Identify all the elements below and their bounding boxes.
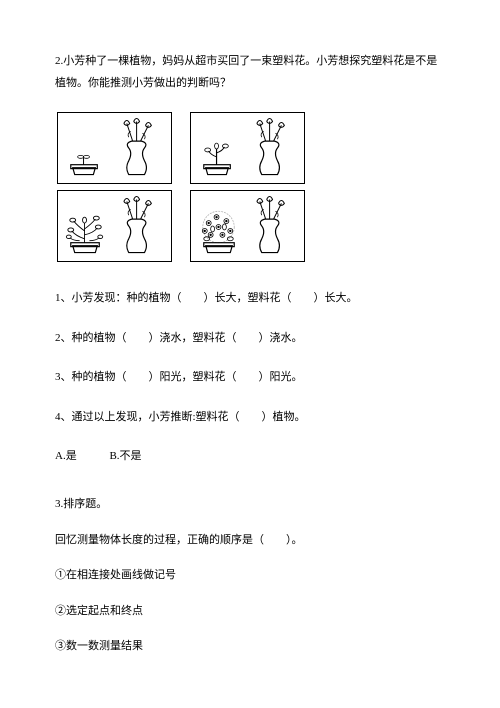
q2-options: A.是 B.不是 <box>55 448 445 466</box>
q3-item2: ②选定起点和终点 <box>55 603 445 621</box>
option-b: B.不是 <box>109 448 141 466</box>
q3-item1: ①在相连接处画线做记号 <box>55 567 445 585</box>
q3-item3: ③数一数测量结果 <box>55 638 445 656</box>
panel-1 <box>57 112 172 184</box>
panel-4 <box>190 190 305 262</box>
q2-intro: 2.小芳种了一棵植物，妈妈从超市买回了一束塑料花。小芳想探究塑料花是不是植物。你… <box>55 50 445 94</box>
q3-prompt: 回忆测量物体长度的过程，正确的顺序是（ ）。 <box>55 532 445 550</box>
q2-sub2: 2、种的植物（ ）浇水，塑料花（ ）浇水。 <box>55 330 445 348</box>
option-a: A.是 <box>55 448 77 466</box>
q3-title: 3.排序题。 <box>55 496 445 514</box>
plant-image-grid <box>57 112 445 262</box>
q2-sub3: 3、种的植物（ ）阳光，塑料花（ ）阳光。 <box>55 369 445 387</box>
q2-sub1: 1、小芳发现：种的植物（ ）长大，塑料花（ ）长大。 <box>55 290 445 308</box>
panel-3 <box>57 190 172 262</box>
q2-sub4: 4、通过以上发现，小芳推断:塑料花（ ）植物。 <box>55 409 445 427</box>
panel-2 <box>190 112 305 184</box>
